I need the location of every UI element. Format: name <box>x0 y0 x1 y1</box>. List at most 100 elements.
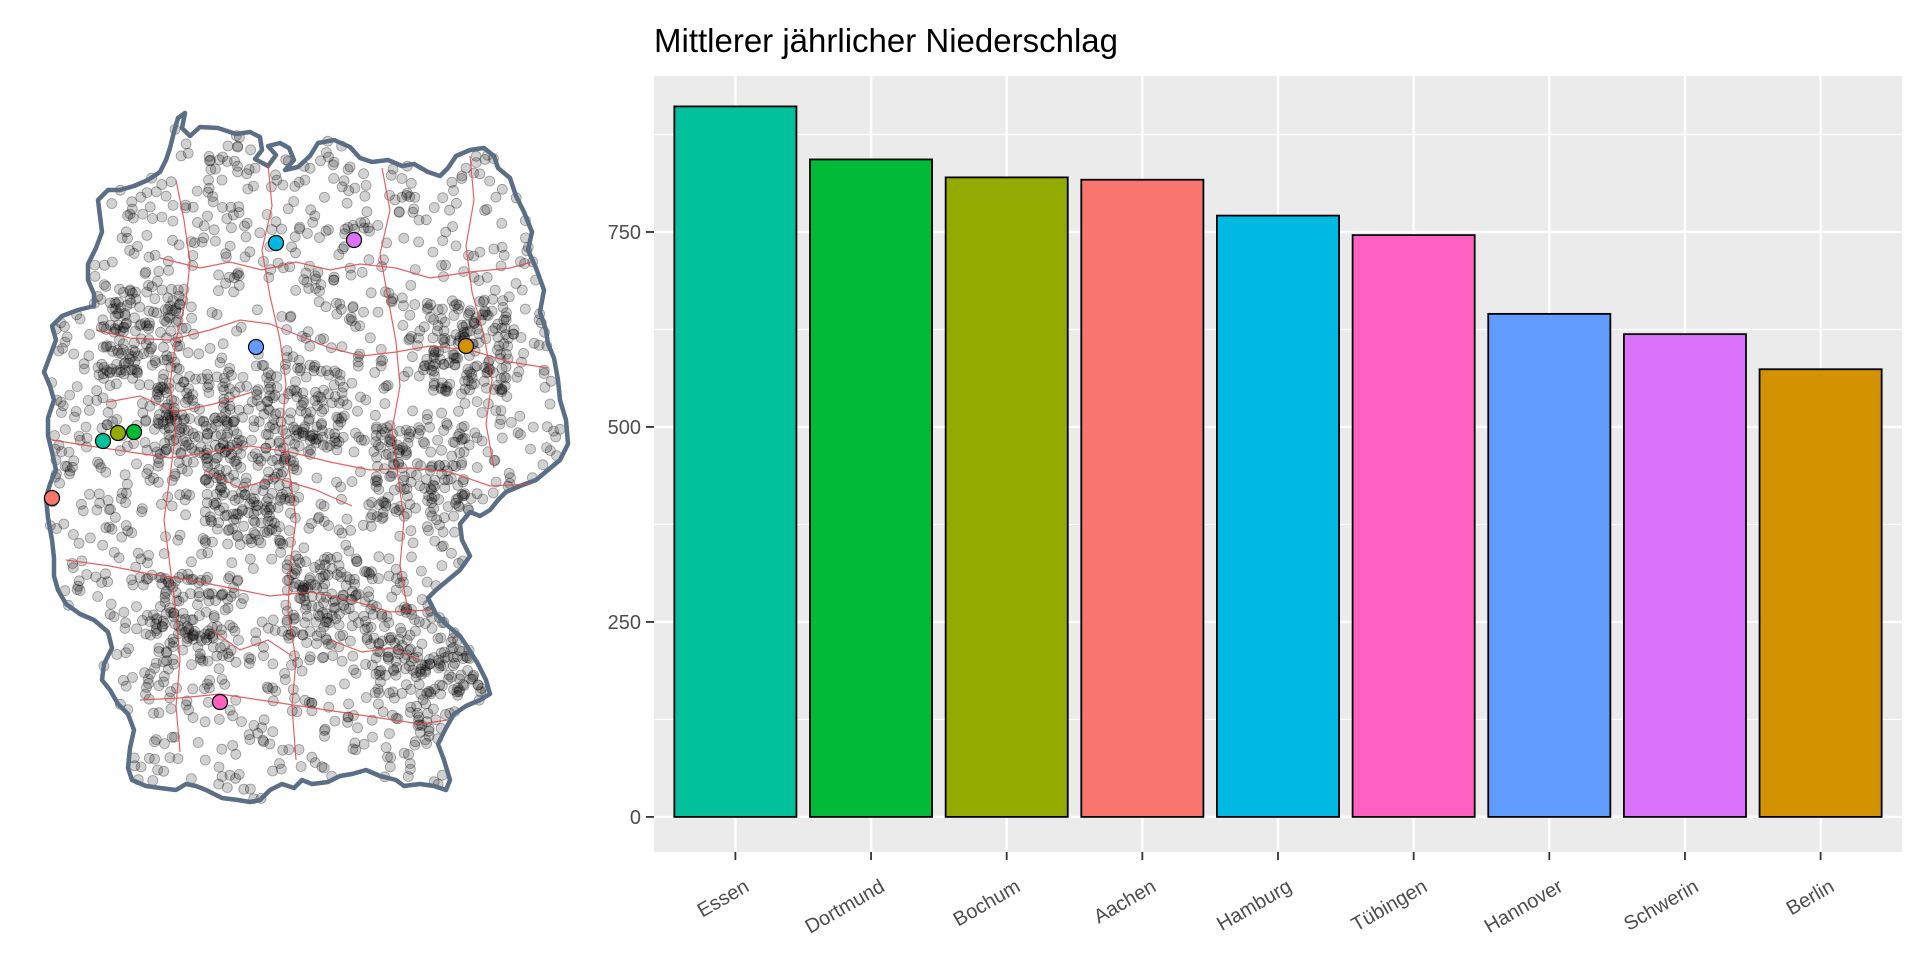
station-point <box>400 679 412 691</box>
station-point <box>263 377 275 389</box>
station-point <box>203 379 215 391</box>
station-point <box>265 501 277 513</box>
station-point <box>401 508 413 519</box>
station-point <box>284 311 296 323</box>
station-point <box>265 181 277 193</box>
station-point <box>304 162 316 174</box>
station-point <box>209 439 221 451</box>
station-point <box>82 394 94 406</box>
station-point <box>279 674 291 685</box>
station-point <box>309 395 321 406</box>
station-point <box>331 551 343 563</box>
station-point <box>331 476 343 488</box>
station-point <box>448 684 460 696</box>
station-point <box>315 279 327 291</box>
station-point <box>429 370 440 382</box>
station-point <box>165 361 177 373</box>
station-point <box>319 730 330 742</box>
station-point <box>219 414 231 426</box>
station-point <box>217 588 229 600</box>
station-point <box>325 639 337 650</box>
station-point <box>151 614 163 625</box>
station-point <box>218 401 229 413</box>
station-point <box>348 710 359 721</box>
station-point <box>408 652 420 664</box>
station-point <box>185 614 197 626</box>
station-point <box>389 502 400 514</box>
station-point <box>53 439 65 451</box>
station-point <box>96 358 108 370</box>
station-point <box>445 335 457 346</box>
station-point <box>150 657 162 669</box>
station-point <box>270 685 282 697</box>
station-point <box>161 655 173 667</box>
station-point <box>401 189 412 201</box>
x-tick-label-dortmund: Dortmund <box>801 875 888 938</box>
station-point <box>471 360 483 372</box>
station-point <box>172 753 184 764</box>
station-point <box>362 622 374 633</box>
station-point <box>174 423 185 435</box>
station-point <box>397 300 409 312</box>
station-point <box>435 632 447 644</box>
station-point <box>253 534 264 546</box>
station-point <box>503 291 515 303</box>
station-point <box>351 556 363 567</box>
station-point <box>249 529 261 540</box>
station-point <box>449 657 461 669</box>
station-point <box>422 302 434 314</box>
station-point <box>232 574 244 586</box>
station-point <box>132 547 144 559</box>
station-point <box>259 526 271 538</box>
station-point <box>361 206 373 218</box>
station-point <box>405 684 417 695</box>
station-point <box>303 282 315 294</box>
station-point <box>439 652 451 664</box>
y-tick-label: 500 <box>608 417 641 439</box>
station-point <box>241 168 253 180</box>
station-point <box>204 342 216 354</box>
station-point <box>276 625 288 637</box>
station-point <box>243 507 254 518</box>
station-point <box>304 651 316 663</box>
station-point <box>366 496 378 508</box>
station-point <box>206 307 218 318</box>
station-point <box>342 711 354 723</box>
station-point <box>318 500 330 512</box>
station-point <box>261 681 273 693</box>
station-point <box>237 440 249 452</box>
station-point <box>448 310 460 321</box>
station-point <box>322 569 334 581</box>
station-point <box>181 621 193 632</box>
station-point <box>202 655 214 667</box>
station-point <box>300 556 312 567</box>
station-point <box>213 269 225 281</box>
station-point <box>126 574 138 586</box>
station-point <box>316 395 328 407</box>
station-point <box>500 329 512 341</box>
station-point <box>355 391 366 403</box>
station-point <box>340 539 352 551</box>
station-point <box>365 512 377 523</box>
station-point <box>377 496 389 508</box>
station-point <box>469 361 481 373</box>
station-point <box>370 652 382 664</box>
station-point <box>122 210 133 222</box>
station-point <box>267 419 279 431</box>
station-point <box>210 419 222 431</box>
station-point <box>330 613 342 625</box>
station-point <box>288 456 300 468</box>
station-point <box>91 394 103 406</box>
bar-schwerin <box>1623 333 1747 818</box>
station-point <box>139 267 151 279</box>
station-point <box>337 431 349 443</box>
station-point <box>406 551 417 563</box>
station-point <box>230 455 242 467</box>
station-point <box>427 332 439 344</box>
station-point <box>100 280 112 292</box>
station-point <box>285 310 297 322</box>
station-point <box>109 310 121 322</box>
station-point <box>361 566 372 578</box>
station-point <box>202 547 214 559</box>
